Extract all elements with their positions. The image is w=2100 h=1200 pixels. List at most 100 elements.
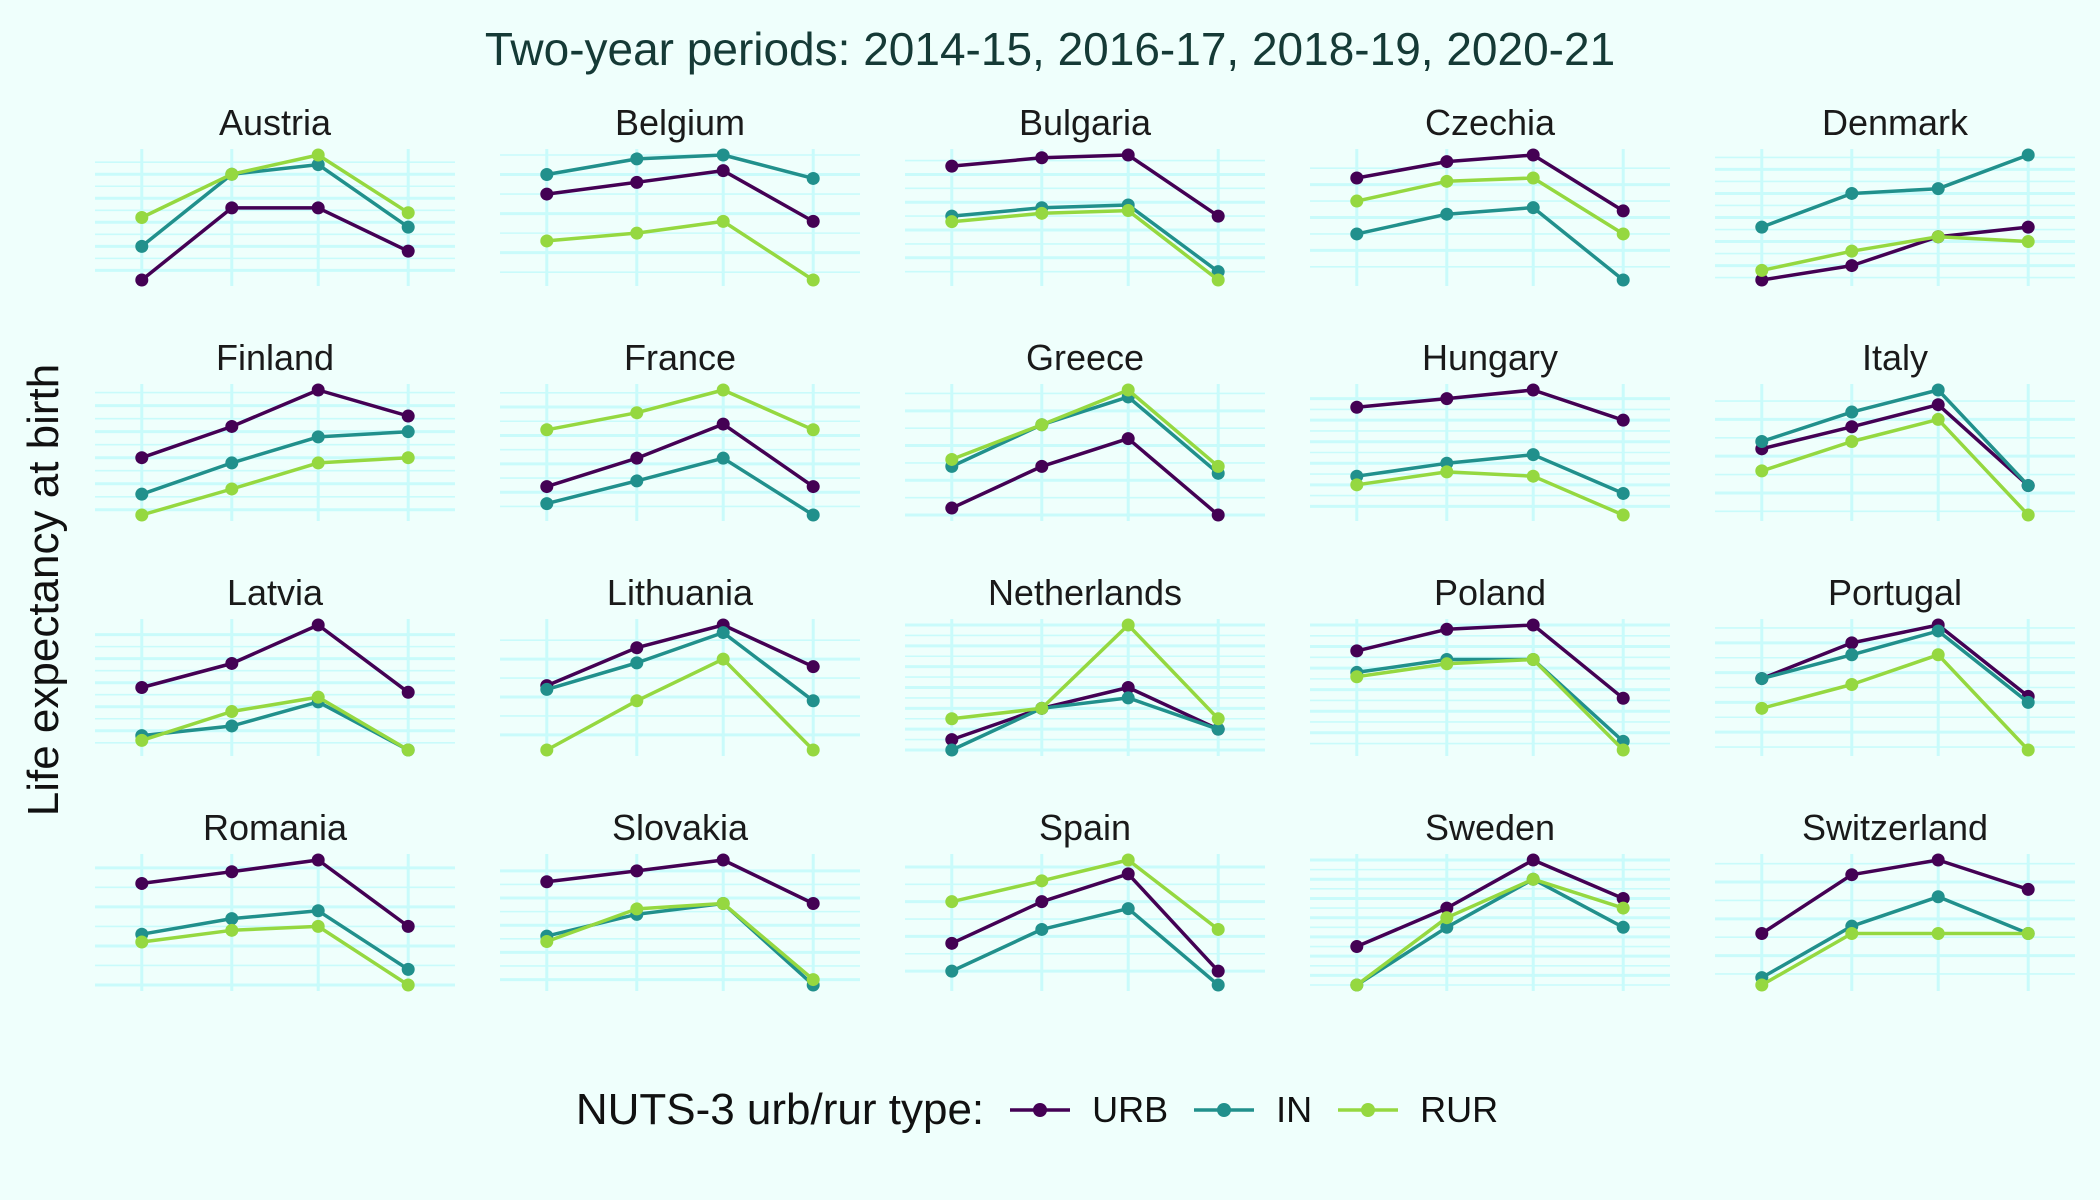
series-line-rur (546, 219, 815, 282)
data-point-rur (1616, 508, 1630, 522)
data-point-rur (1526, 872, 1540, 886)
data-point-in (540, 682, 554, 696)
data-point-in (2021, 479, 2035, 493)
series-line-urb (951, 872, 1220, 973)
facet-switzerland: Switzerland (1715, 807, 2075, 992)
facet-slovakia: Slovakia (500, 807, 860, 992)
series-line-in (546, 153, 814, 181)
series-line-rur (1355, 877, 1624, 987)
data-point-in (401, 425, 415, 439)
data-point-rur (311, 148, 325, 162)
data-point-in (1755, 434, 1769, 448)
data-point-urb (225, 419, 239, 433)
data-point-urb (540, 187, 554, 201)
data-point-in (630, 474, 644, 488)
facet-poland: Poland (1310, 572, 1670, 757)
data-point-urb (1755, 927, 1769, 941)
data-point-urb (1931, 853, 1945, 867)
series-line-urb (546, 422, 815, 489)
series-line-urb (951, 685, 1219, 742)
data-point-rur (2021, 743, 2035, 757)
data-point-rur (1211, 273, 1225, 287)
data-point-rur (311, 690, 325, 704)
series-line-rur (141, 153, 410, 220)
data-point-urb (2021, 220, 2035, 234)
data-point-urb (1616, 204, 1630, 218)
facet-france: France (500, 337, 860, 522)
data-point-urb (630, 864, 644, 878)
data-point-urb (135, 876, 149, 890)
series-line-in (1761, 153, 2029, 229)
data-point-rur (1755, 701, 1769, 715)
series-line-urb (1761, 225, 2029, 282)
series-line-in (546, 456, 815, 517)
data-point-in (1931, 624, 1945, 638)
series-line-urb (546, 623, 814, 688)
data-point-in (1035, 922, 1049, 936)
data-point-in (401, 962, 415, 976)
data-point-urb (1035, 151, 1049, 165)
data-point-urb (716, 853, 730, 867)
facet-title: Finland (216, 337, 334, 378)
facet-belgium: Belgium (500, 102, 860, 287)
data-point-urb (311, 618, 325, 632)
facet-title: Spain (1039, 807, 1131, 848)
series-line-in (1355, 877, 1625, 987)
data-point-rur (401, 206, 415, 220)
data-point-rur (1121, 618, 1135, 632)
series-line-in (1760, 895, 2029, 980)
facet-title: Czechia (1425, 102, 1556, 143)
data-point-in (1931, 890, 1945, 904)
data-point-rur (401, 743, 415, 757)
data-point-rur (1350, 978, 1364, 992)
data-point-rur (1121, 383, 1135, 397)
data-point-urb (1211, 964, 1225, 978)
data-point-in (630, 656, 644, 670)
series-line-in (141, 909, 410, 971)
facet-hungary: Hungary (1310, 337, 1670, 522)
data-point-in (225, 912, 239, 926)
data-point-rur (806, 273, 820, 287)
series-line-rur (141, 695, 410, 752)
facet-title: Netherlands (988, 572, 1182, 613)
legend-key-in (1194, 1103, 1255, 1117)
series-line-in (951, 696, 1219, 752)
data-point-rur (311, 456, 325, 470)
data-point-rur (945, 895, 959, 909)
series-line-urb (546, 168, 815, 223)
data-point-in (1350, 227, 1364, 241)
data-point-urb (1616, 691, 1630, 705)
data-point-rur (806, 743, 820, 757)
data-point-rur (311, 919, 325, 933)
data-point-urb (1211, 508, 1225, 522)
data-point-rur (135, 211, 149, 224)
data-point-rur (1616, 227, 1630, 241)
data-point-urb (1350, 644, 1364, 658)
data-point-in (945, 964, 959, 978)
legend-label-in: IN (1276, 1089, 1313, 1130)
data-point-urb (630, 641, 644, 655)
data-point-rur (1211, 712, 1225, 726)
data-point-in (1616, 920, 1630, 934)
facet-title: Romania (203, 807, 348, 848)
series-line-in (951, 203, 1220, 274)
data-point-urb (135, 273, 149, 287)
data-point-urb (1845, 868, 1859, 882)
data-point-rur (135, 733, 149, 747)
facet-netherlands: Netherlands (905, 572, 1265, 757)
data-point-urb (401, 919, 415, 933)
data-point-urb (135, 681, 149, 694)
data-point-urb (945, 159, 959, 173)
data-point-urb (540, 875, 554, 889)
legend-key-urb (1010, 1103, 1071, 1117)
data-point-urb (1350, 940, 1364, 954)
series-line-rur (1761, 234, 2029, 273)
data-point-urb (1526, 383, 1540, 397)
data-point-urb (1526, 148, 1540, 162)
data-point-urb (1931, 398, 1945, 412)
data-point-urb (716, 417, 730, 431)
data-point-rur (1616, 743, 1630, 757)
legend-title: NUTS-3 urb/rur type: (575, 1085, 985, 1134)
data-point-urb (1845, 259, 1859, 273)
data-point-rur (1931, 412, 1945, 426)
